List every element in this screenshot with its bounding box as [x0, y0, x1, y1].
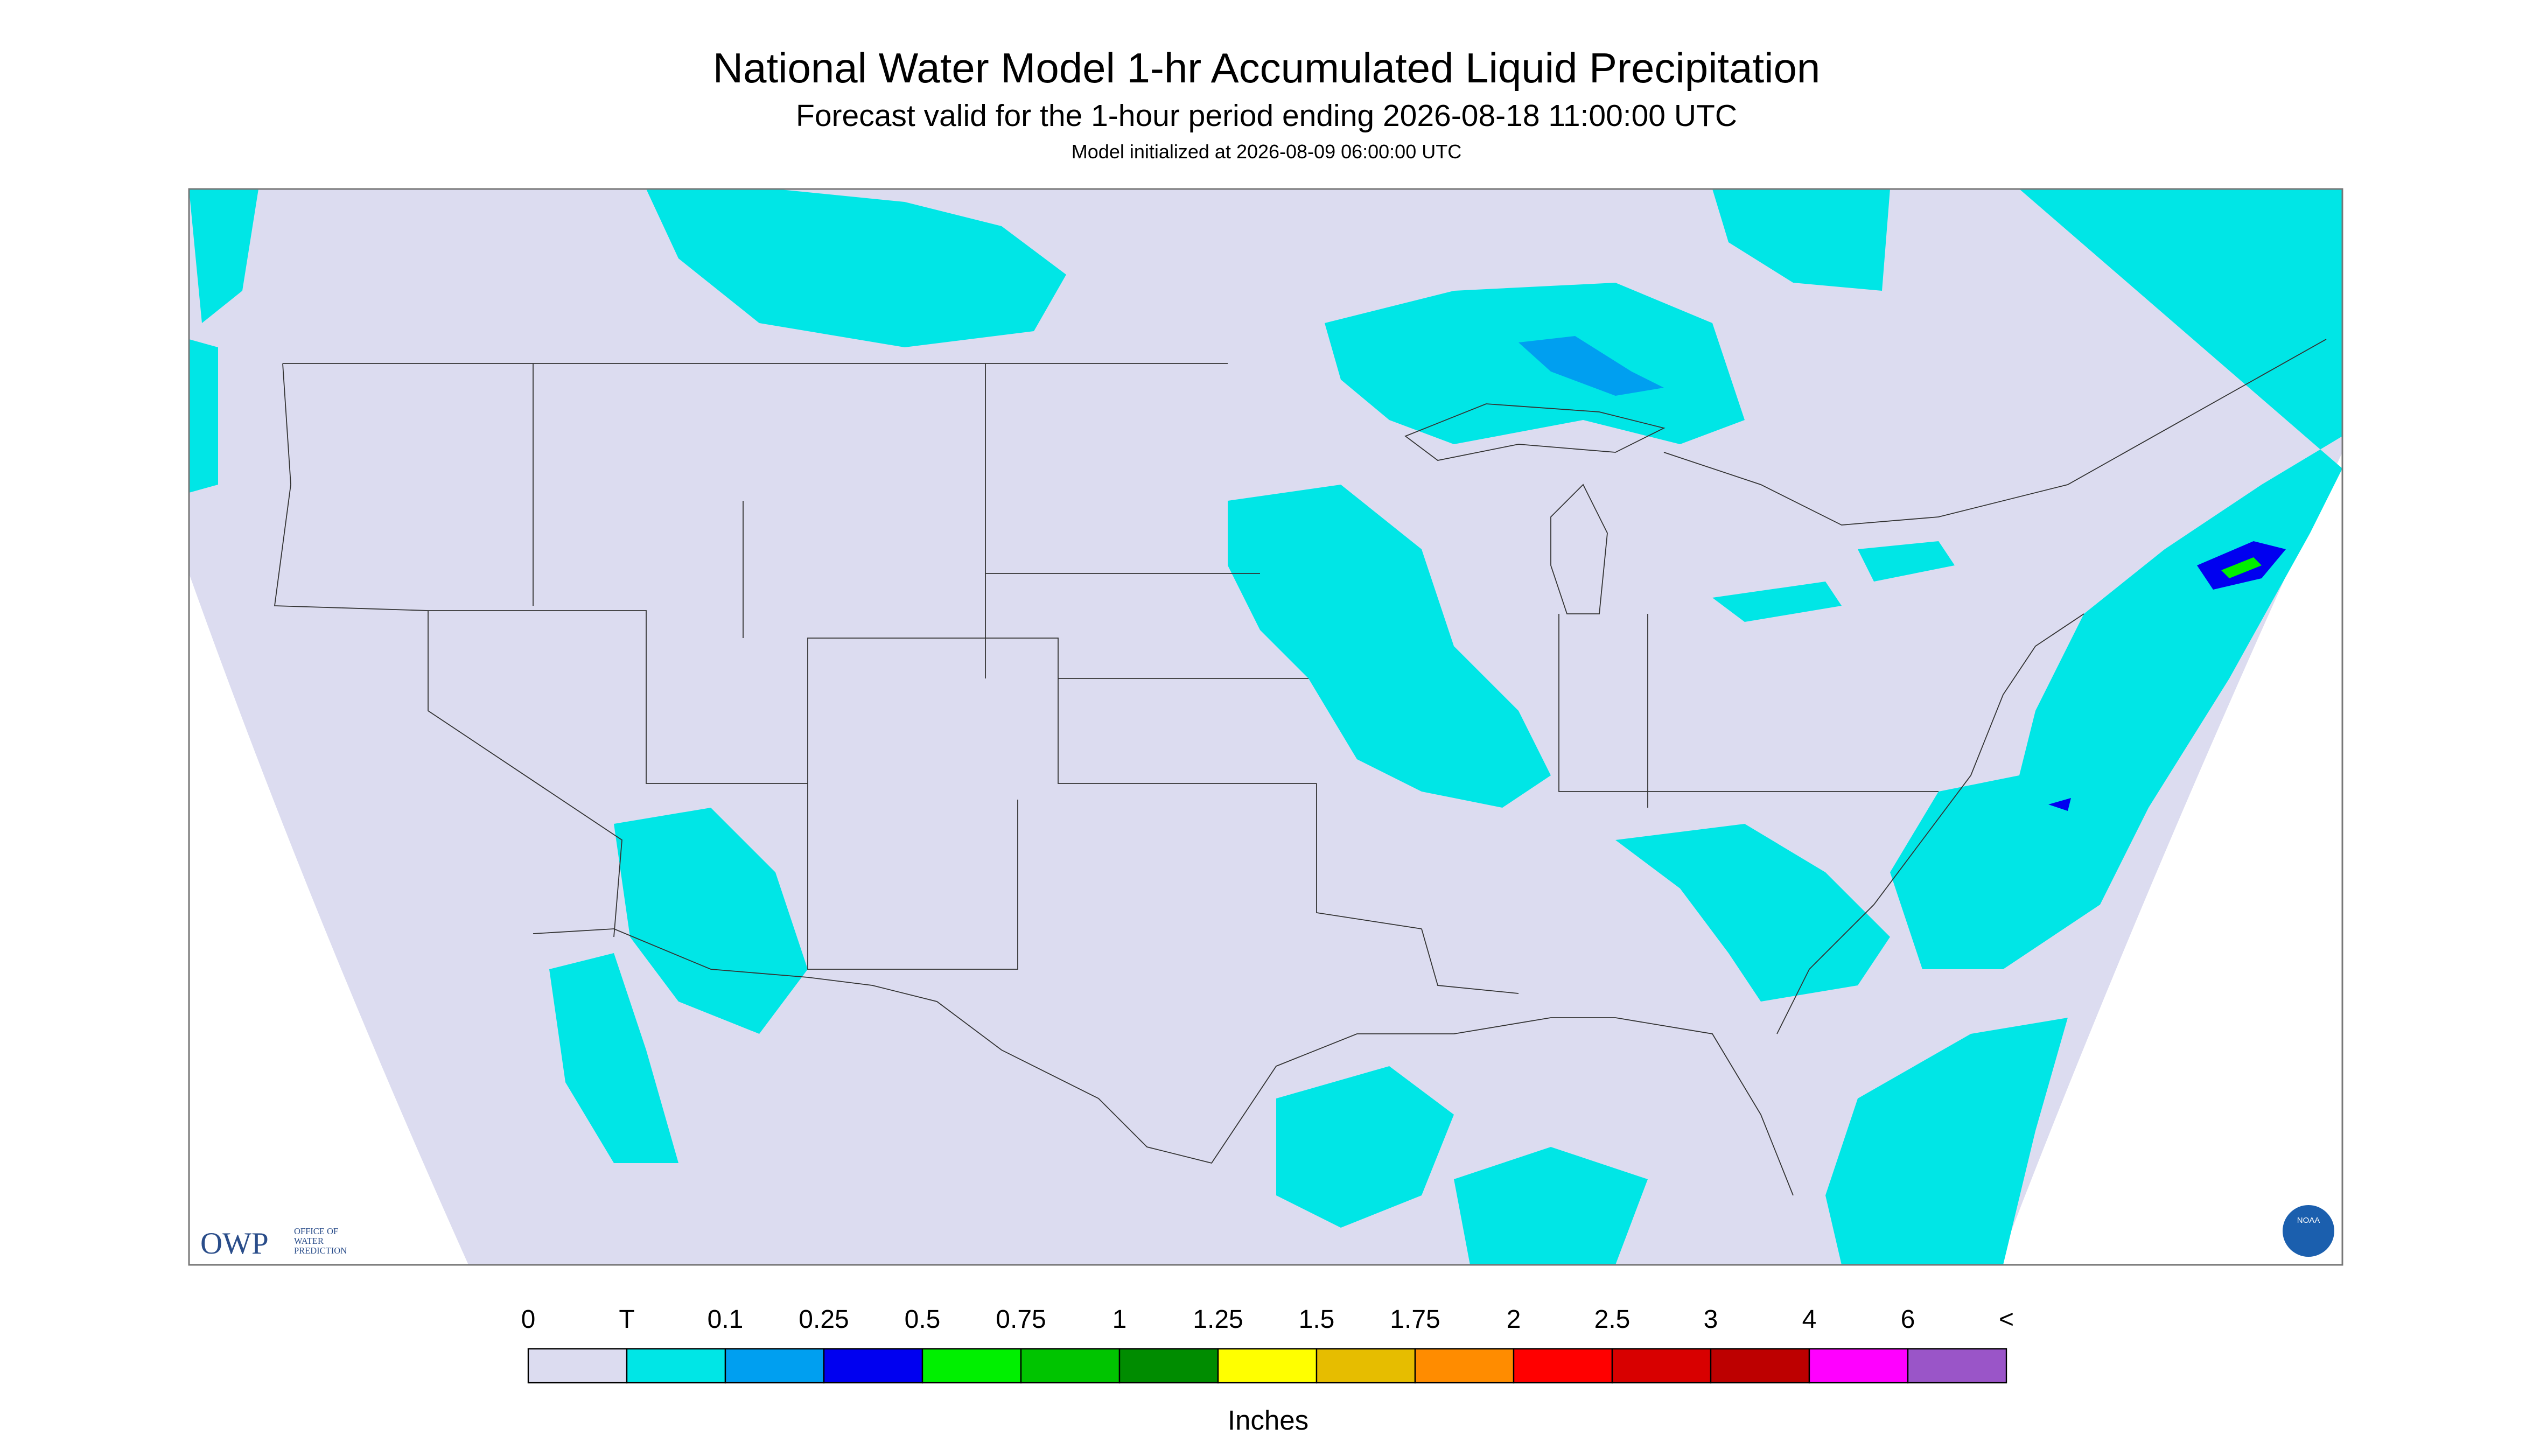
precip-heavy: [1519, 336, 1664, 396]
precip: [549, 953, 678, 1164]
noaa-logo-text: NOAA: [2297, 1216, 2320, 1225]
legend-label: 2.5: [1594, 1305, 1631, 1334]
legend-label: <: [1999, 1305, 2014, 1334]
legend-swatch: [626, 1348, 726, 1384]
noaa-logo: [2283, 1205, 2334, 1257]
precip: [614, 808, 808, 1034]
legend-label: T: [619, 1305, 634, 1334]
precip: [1712, 189, 1890, 291]
legend-unit: Inches: [1228, 1405, 1309, 1436]
legend-swatch: [1217, 1348, 1318, 1384]
legend-label: 0.5: [905, 1305, 941, 1334]
legend-label: 2: [1507, 1305, 1521, 1334]
legend-label: 0.25: [799, 1305, 849, 1334]
lake: [1550, 484, 1608, 614]
legend-label: 1.75: [1390, 1305, 1440, 1334]
color-legend: 0 T 0.1 0.25 0.5 0.75 1 1.25 1.5 1.75 2 2.5 3 4 6 <: [521, 1305, 2014, 1384]
legend-label: 3: [1704, 1305, 1718, 1334]
legend-swatch: [1020, 1348, 1121, 1384]
precip: [1325, 283, 1745, 445]
legend-label: 0.75: [996, 1305, 1046, 1334]
legend-label: 1: [1112, 1305, 1127, 1334]
subtitle: Forecast valid for the 1-hour period end…: [796, 99, 1737, 133]
boundaries: [274, 339, 2327, 1196]
precip: [1228, 485, 1551, 808]
precip-areas: [189, 189, 2342, 1265]
precip: [189, 339, 218, 493]
precip: [1825, 1018, 2068, 1265]
legend-label: 6: [1901, 1305, 1915, 1334]
legend-swatch: [1513, 1348, 1613, 1384]
precip: [189, 189, 258, 324]
legend-swatch: [527, 1348, 628, 1384]
owp-logo-line: PREDICTION: [294, 1245, 347, 1256]
precip: [1858, 541, 1955, 582]
legend-swatch: [1808, 1348, 1909, 1384]
state-lines: [428, 363, 1939, 994]
owp-logo: OWP: [200, 1227, 269, 1261]
owp-logo-line: OFFICE OF: [294, 1226, 338, 1236]
legend-swatch: [1710, 1348, 1810, 1384]
legend-swatch: [921, 1348, 1022, 1384]
precip-heavy: [2221, 557, 2262, 579]
title: National Water Model 1-hr Accumulated Li…: [713, 44, 1821, 92]
legend-swatch: [1316, 1348, 1416, 1384]
lake: [1404, 403, 1666, 461]
legend-label: 4: [1802, 1305, 1817, 1334]
border: [274, 339, 2327, 784]
legend-swatch: [823, 1348, 923, 1384]
legend-label: 0: [521, 1305, 536, 1334]
precip: [1712, 582, 1842, 622]
legend-swatch: [1907, 1348, 2007, 1384]
precip: [189, 189, 1066, 348]
map-frame: [188, 188, 2343, 1266]
legend-swatch: [1414, 1348, 1515, 1384]
legend-label: 1.5: [1299, 1305, 1335, 1334]
precip-heavy: [2048, 798, 2071, 811]
legend-swatch: [1118, 1348, 1219, 1384]
coastline: [533, 613, 2084, 1196]
precip: [1454, 1147, 1648, 1265]
legend-swatch: [1611, 1348, 1712, 1384]
init-note: Model initialized at 2026-08-09 06:00:00…: [1072, 141, 1461, 163]
legend-swatch: [724, 1348, 825, 1384]
legend-label: 0.1: [708, 1305, 744, 1334]
precip: [1276, 1066, 1454, 1228]
legend-label: 1.25: [1193, 1305, 1243, 1334]
owp-logo-line: WATER: [294, 1236, 324, 1246]
